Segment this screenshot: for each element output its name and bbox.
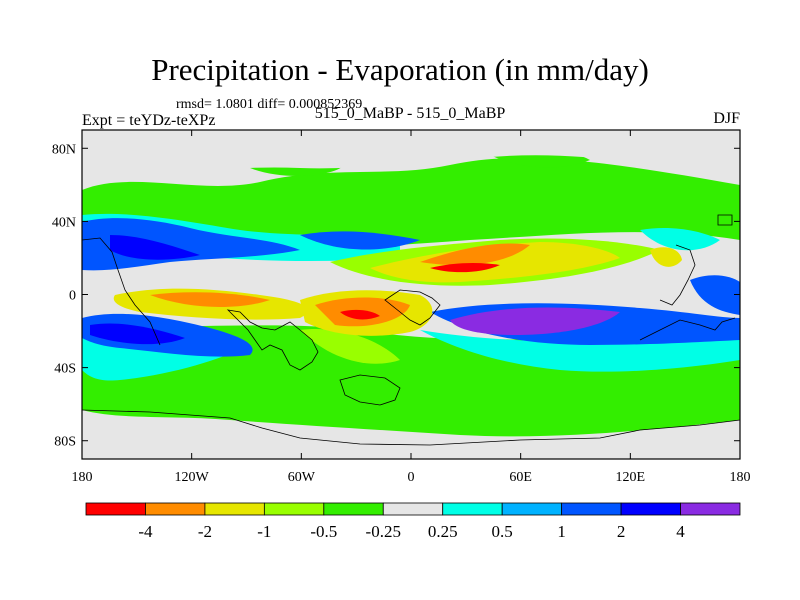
field-orange-epacific [150,292,270,307]
field-red-arabia [430,263,500,273]
y-tick-label: 80N [52,142,76,157]
outline-patagonia [339,374,401,406]
field-cyan-east [640,228,720,251]
experiment-label: Expt = teYDz-teXPz [82,112,216,129]
colorbar-label: 2 [617,522,626,541]
outline-asia-east [659,244,696,306]
x-tick-label: 120W [175,470,210,485]
outline-australia-region [639,317,736,341]
continent-outlines [82,214,740,446]
x-tick-label: 60E [509,470,532,485]
colorbar-swatch [620,502,681,516]
field-purple-indian [450,307,620,336]
colorbar-swatch [680,502,741,516]
outline-antarctica [82,409,740,446]
colorbar-label: -1 [257,522,271,541]
outline-south-america [226,309,319,371]
colorbar-swatch [442,502,503,516]
outline-africa [384,289,441,326]
outline-americas-west [82,237,161,346]
colorbar-label: 1 [557,522,566,541]
field-red-satlantic [340,309,380,320]
colorbar-label: 0.25 [428,522,458,541]
colorbar-swatch [263,502,325,516]
colorbar-label: -0.25 [366,522,401,541]
outline-alaska [717,214,733,226]
axis-ticks: 180 120W 60W 0 60E 120E 180 80N 40N 0 40S 80S [52,130,751,485]
field-gray-arctic [82,130,740,185]
colorbar-label: 4 [676,522,685,541]
field-darkblue-spacific [90,323,185,345]
x-tick-label: 0 [408,470,415,485]
colorbar-swatch [501,502,563,516]
colorbar-swatch [561,502,622,516]
field-sh-lightgreen [300,329,400,364]
colorbar-swatch [145,502,206,516]
colorbar: -4 -2 -1 -0.5 -0.25 0.25 0.5 1 2 4 [85,502,741,541]
field-darkblue-npacific [110,235,200,260]
case-label: 515_0_MaBP - 515_0_MaBP [314,105,506,122]
stats-label: rmsd= 1.0801 diff= 0.000852369 [176,97,363,112]
x-tick-label: 60W [288,470,316,485]
field-layer [82,130,740,459]
season-label: DJF [713,110,740,127]
field-blue-natlantic [300,231,420,250]
y-tick-label: 80S [54,435,76,450]
colorbar-swatch [204,502,265,516]
colorbar-label: -0.5 [310,522,337,541]
field-blue-wpacific [690,275,740,315]
y-tick-label: 40N [52,215,76,230]
colorbar-label: -2 [198,522,212,541]
x-tick-label: 120E [616,470,646,485]
field-nh-green-belt [82,157,740,251]
colorbar-label: 0.5 [492,522,513,541]
y-tick-label: 0 [69,289,76,304]
y-tick-label: 40S [54,362,76,377]
field-gray-antarctic [82,425,740,459]
field-yellow-wpacific [650,247,682,267]
colorbar-swatch [382,502,444,516]
colorbar-swatch [323,502,384,516]
colorbar-swatch [85,502,146,516]
field-orange-arabia [420,243,530,266]
x-tick-label: 180 [72,470,93,485]
field-yellow-arabia [370,242,620,283]
chart-title: Precipitation - Evaporation (in mm/day) [151,52,649,87]
x-tick-label: 180 [730,470,751,485]
colorbar-label: -4 [138,522,153,541]
